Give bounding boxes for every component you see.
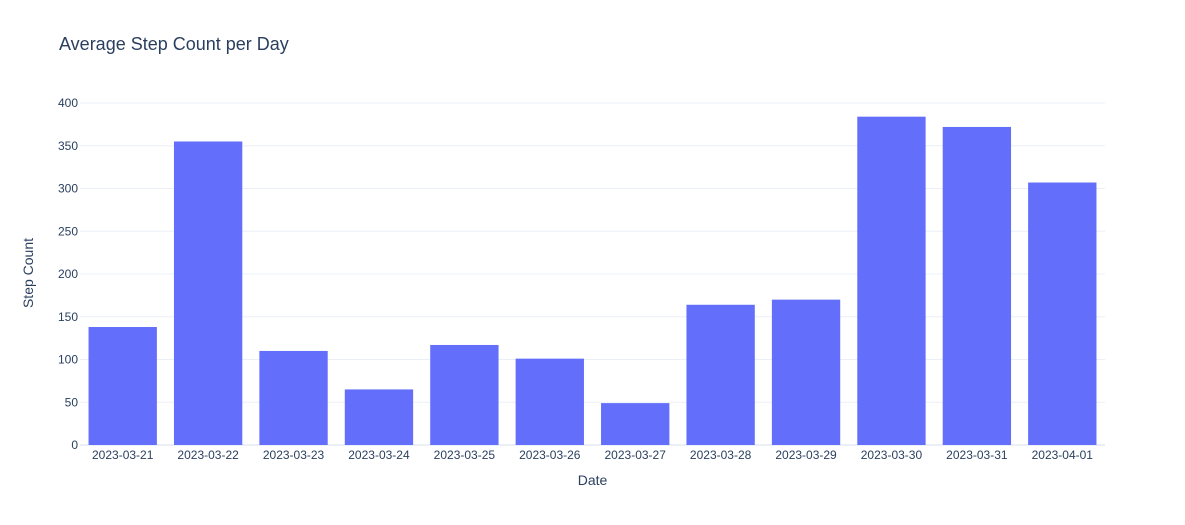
x-tick-label: 2023-03-31 xyxy=(946,448,1008,462)
chart-title: Average Step Count per Day xyxy=(59,34,289,54)
bar-2023-03-30[interactable] xyxy=(857,116,926,446)
x-tick-label: 2023-03-22 xyxy=(177,448,239,462)
bar-2023-03-25[interactable] xyxy=(430,344,499,445)
x-tick-label: 2023-03-27 xyxy=(605,448,667,462)
x-tick-label: 2023-03-29 xyxy=(775,448,837,462)
y-tick-label: 200 xyxy=(58,267,78,281)
y-axis-title: Step Count xyxy=(20,238,36,308)
y-tick-label: 250 xyxy=(58,224,78,238)
x-tick-label: 2023-03-25 xyxy=(434,448,496,462)
y-tick-label: 350 xyxy=(58,139,78,153)
y-tick-label: 400 xyxy=(58,96,78,110)
bar-2023-03-22[interactable] xyxy=(173,141,243,445)
gridlines xyxy=(80,102,1105,446)
bar-2023-03-23[interactable] xyxy=(259,350,328,445)
x-tick-label: 2023-03-24 xyxy=(348,448,410,462)
x-tick-label: 2023-03-21 xyxy=(92,448,154,462)
bar-2023-04-01[interactable] xyxy=(1028,182,1097,445)
y-tick-label: 100 xyxy=(58,353,78,367)
x-tick-label: 2023-03-30 xyxy=(861,448,923,462)
bar-2023-03-28[interactable] xyxy=(686,304,755,445)
y-axis-ticks: 0 50 100 150 200 250 300 350 400 xyxy=(58,96,78,452)
x-tick-label: 2023-03-23 xyxy=(263,448,325,462)
x-tick-label: 2023-03-26 xyxy=(519,448,581,462)
y-tick-label: 150 xyxy=(58,310,78,324)
y-tick-label: 0 xyxy=(71,438,78,452)
bar-2023-03-21[interactable] xyxy=(88,327,157,445)
bar-2023-03-27[interactable] xyxy=(601,403,670,445)
bar-2023-03-31[interactable] xyxy=(942,126,1012,445)
bar-2023-03-29[interactable] xyxy=(771,299,841,445)
bar-2023-03-26[interactable] xyxy=(515,358,584,445)
bars xyxy=(88,116,1097,446)
y-tick-label: 50 xyxy=(65,395,79,409)
x-tick-label: 2023-04-01 xyxy=(1032,448,1094,462)
bar-2023-03-24[interactable] xyxy=(344,389,414,445)
x-axis-title: Date xyxy=(578,472,608,488)
x-tick-label: 2023-03-28 xyxy=(690,448,752,462)
y-tick-label: 300 xyxy=(58,182,78,196)
x-axis-ticks: 2023-03-21 2023-03-22 2023-03-23 2023-03-24… xyxy=(92,448,1093,462)
